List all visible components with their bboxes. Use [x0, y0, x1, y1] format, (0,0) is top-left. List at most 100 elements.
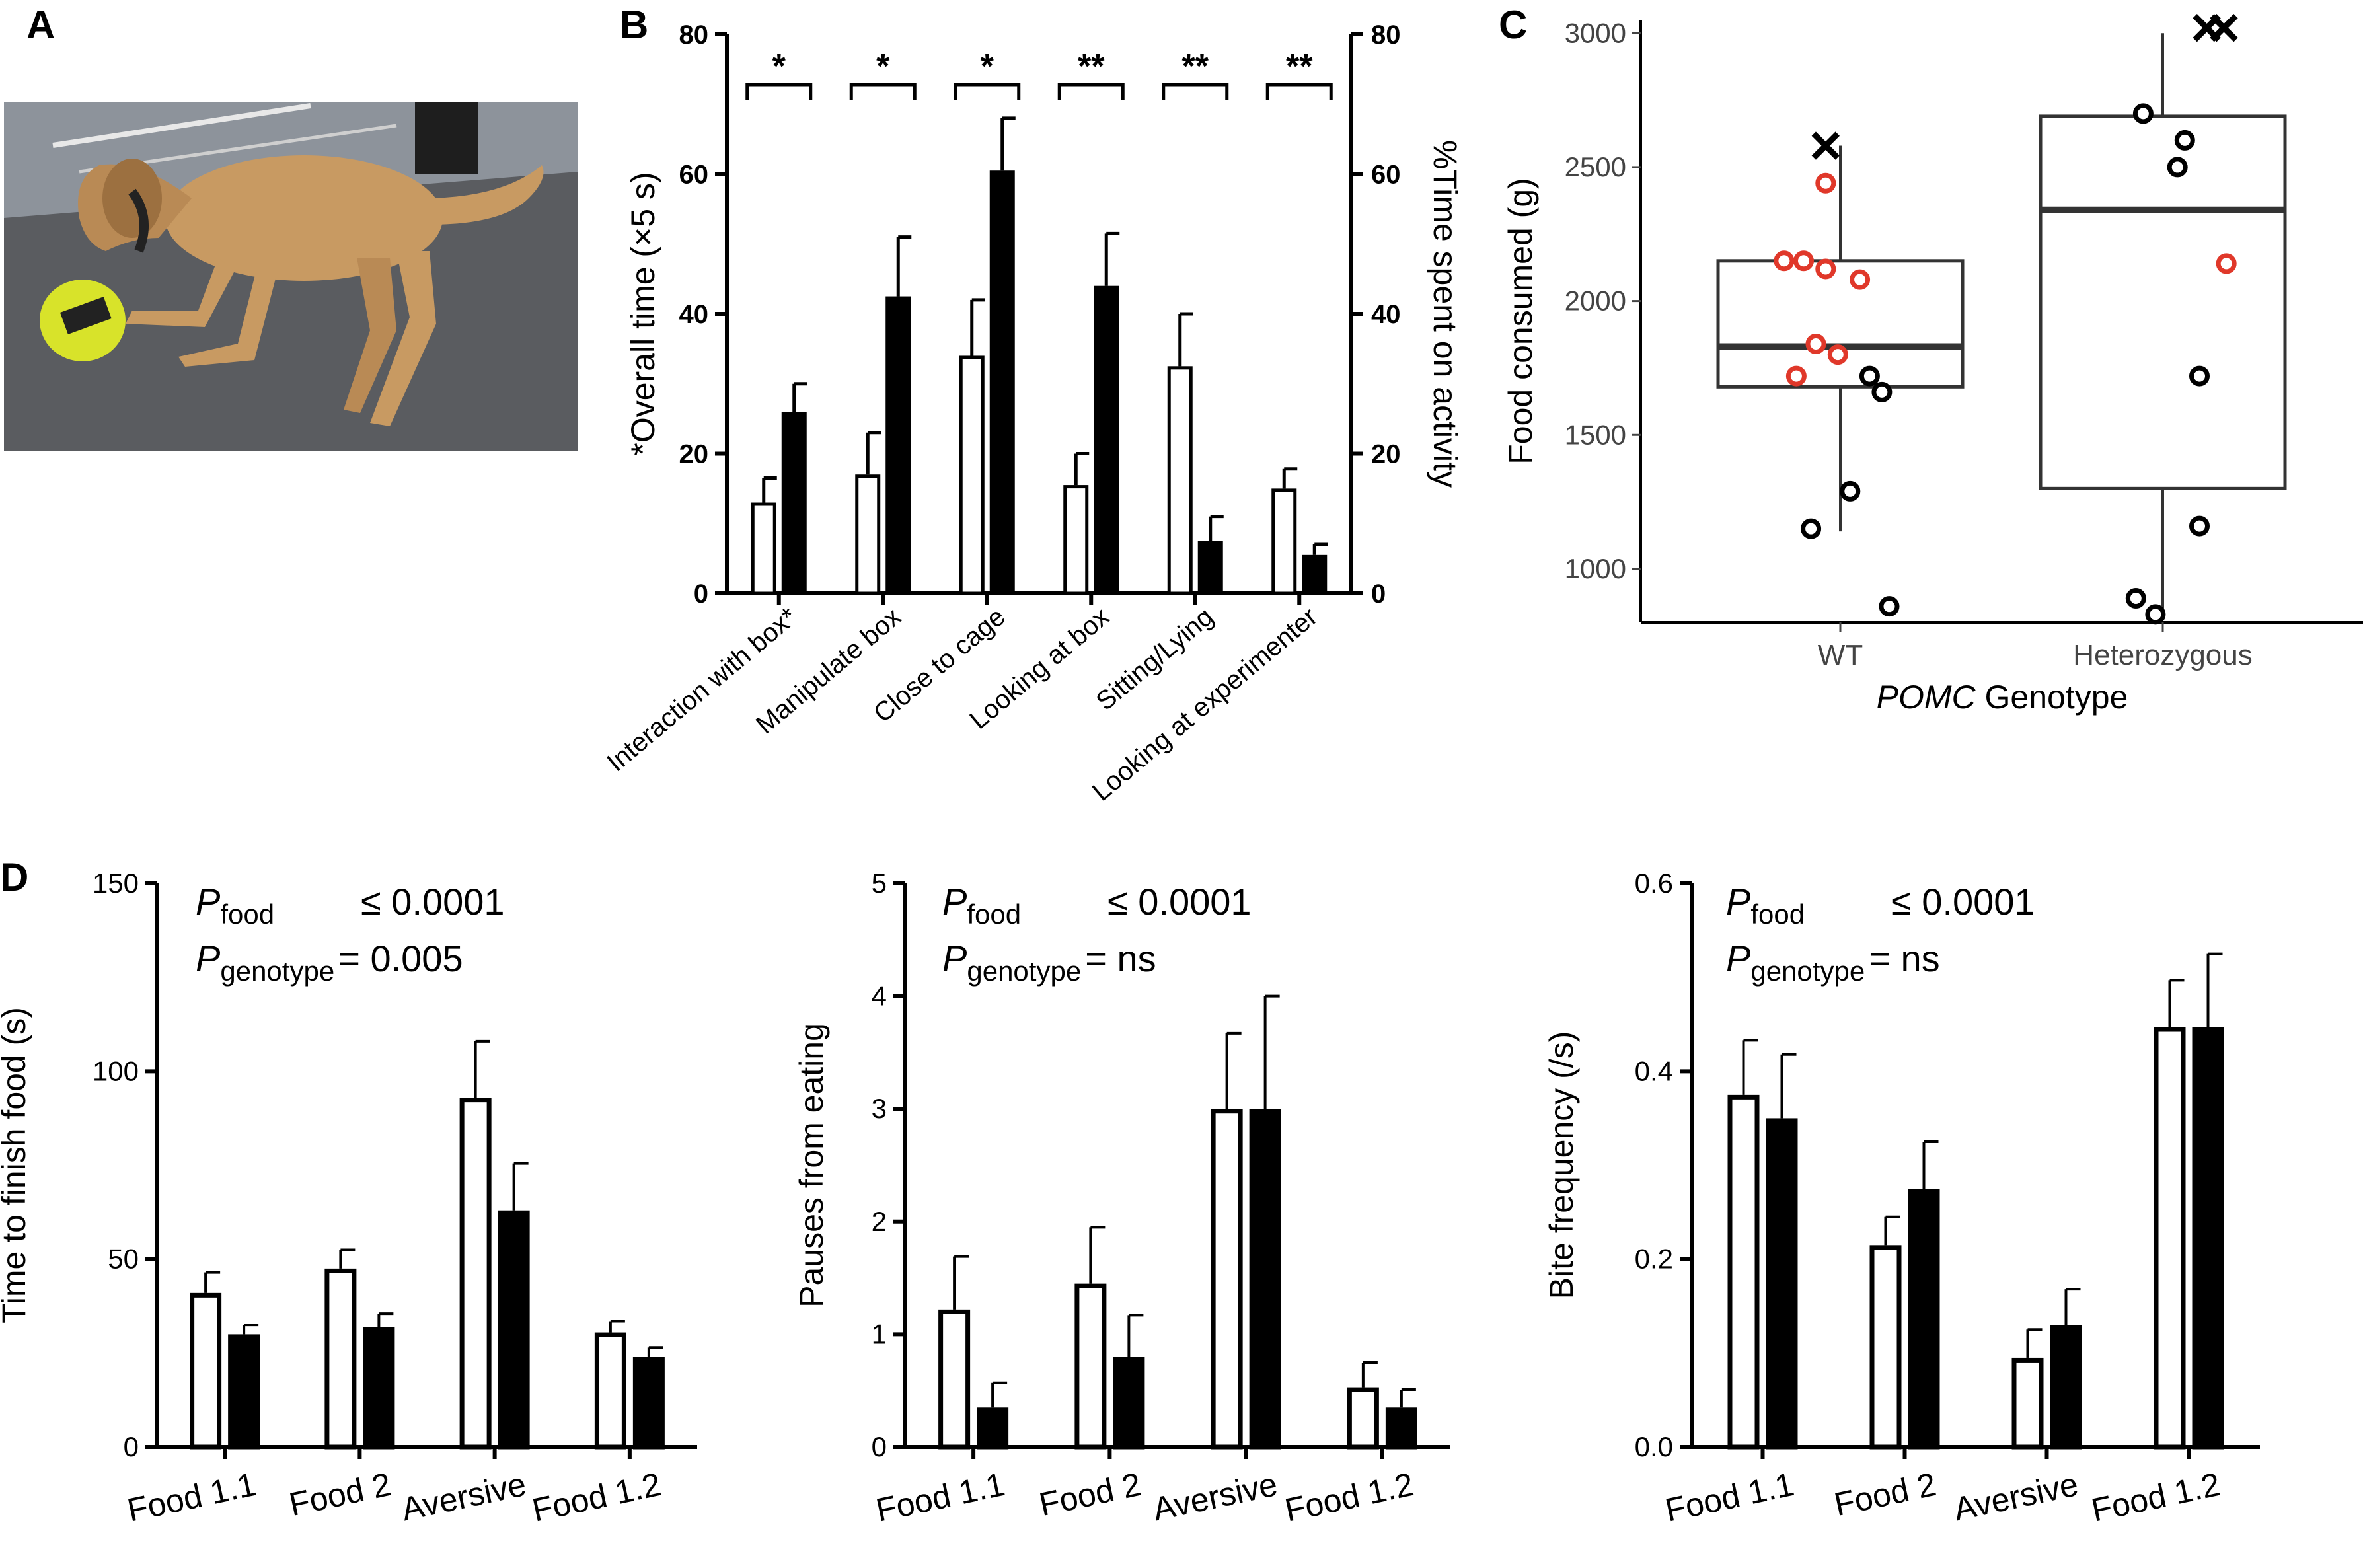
box: [1716, 259, 1965, 389]
significance-marker: **: [1078, 48, 1105, 86]
data-point: [1859, 365, 1880, 387]
data-point: [1805, 333, 1826, 354]
ball-strap: [59, 297, 112, 334]
p-genotype-value: = 0.005: [338, 938, 463, 979]
p-symbol: P: [1726, 938, 1750, 979]
p-food-value: ≤ 0.0001: [361, 881, 505, 922]
y-tick-label: 4: [872, 981, 887, 1012]
y-tick-label: 1000: [1565, 553, 1626, 584]
y-tick-label: 2500: [1565, 151, 1626, 182]
box: [2039, 114, 2287, 490]
bar-open: [1271, 488, 1297, 595]
data-point: [2189, 515, 2210, 537]
significance-marker: **: [1182, 48, 1209, 86]
data-point: [1879, 596, 1900, 617]
bar-filled: [885, 296, 911, 595]
bar-filled: [977, 1407, 1009, 1450]
y-axis-title: Bite frequency (/s): [1543, 1031, 1580, 1300]
x-category-label: Food 1.1: [873, 1466, 1008, 1529]
bar-filled: [1385, 1407, 1417, 1450]
data-point: [1840, 480, 1861, 502]
x-axis-title: POMC Genotype: [1877, 679, 2128, 716]
chart-d2: 0 1 2 3 4 5 Food 1.1 Food 2 Aversive Food 1.2 Paus…: [793, 868, 1450, 1529]
y-axis-title: Food consumed (g): [1502, 178, 1539, 465]
y-tick-label: 0: [124, 1431, 139, 1462]
p-food-subscript: food: [967, 899, 1021, 930]
bar-open: [190, 1292, 222, 1450]
panel-letter-b: B: [620, 3, 648, 47]
bar-filled: [1249, 1109, 1281, 1450]
y-axis-title: Time to finish food (s): [0, 1007, 32, 1324]
p-food-subscript: food: [1750, 899, 1805, 930]
significance-bracket: [849, 83, 917, 100]
data-point: [2132, 103, 2154, 124]
bar-open: [594, 1332, 626, 1450]
photo-white-line: [52, 103, 311, 148]
bar-filled: [1302, 554, 1328, 595]
bar-open: [938, 1309, 971, 1450]
data-point: [1774, 250, 1795, 272]
y-tick-label: 0: [872, 1431, 887, 1462]
y-tick-label: 2: [872, 1206, 887, 1237]
bar-open: [1347, 1387, 1379, 1450]
bar-filled: [1113, 1357, 1145, 1450]
bar-open: [1063, 485, 1089, 595]
p-symbol: P: [1726, 881, 1750, 922]
y-tick-label-right: 0: [1371, 579, 1386, 609]
chart-c: 1000 1500 2000 2500 3000 WT Heterozygous Food c…: [1502, 13, 2363, 716]
y-axis-title-right: %Time spent on activity: [1427, 140, 1464, 488]
dog-front-leg-2: [178, 264, 278, 367]
bar-open: [2011, 1357, 2044, 1450]
y-tick-label: 2000: [1565, 285, 1626, 317]
chart-d1: 0 50 100 150 Food 1.1 Food 2 Aversive Food 1.2 T…: [0, 868, 697, 1529]
bar-open: [1727, 1094, 1760, 1450]
data-point: [1871, 381, 1893, 402]
y-tick-label: 20: [679, 440, 709, 469]
y-tick-label: 3: [872, 1093, 887, 1124]
bar-open: [324, 1268, 357, 1450]
bar-open: [751, 502, 776, 595]
p-symbol: P: [942, 881, 967, 922]
p-food-value: ≤ 0.0001: [1107, 881, 1252, 922]
p-food-stat: Pfood ≤ 0.0001: [1726, 881, 2035, 930]
significance-marker: *: [772, 48, 786, 86]
y-tick-label: 150: [93, 868, 139, 899]
bar-filled: [989, 170, 1015, 595]
bar-filled: [498, 1210, 530, 1450]
significance-marker: **: [1286, 48, 1313, 86]
x-category-label: WT: [1818, 639, 1863, 671]
dog-tail: [423, 165, 544, 225]
y-tick-label: 3000: [1565, 17, 1626, 48]
dog-body: [165, 155, 443, 281]
data-point: [1827, 344, 1848, 365]
bar-open: [855, 474, 881, 595]
y-tick-label: 80: [679, 20, 709, 50]
p-food-stat: Pfood ≤ 0.0001: [196, 881, 505, 930]
data-point: [1793, 250, 1814, 272]
data-point: [2174, 130, 2195, 151]
p-genotype-stat: Pgenotype = ns: [942, 938, 1156, 987]
bar-open: [1074, 1283, 1107, 1450]
x-category-label: Food 1.2: [2088, 1466, 2224, 1529]
x-category-label: Food 1.1: [124, 1466, 260, 1529]
bar-filled: [1908, 1189, 1940, 1450]
x-category-label: Aversive: [398, 1466, 529, 1528]
bar-open: [1167, 366, 1193, 595]
y-tick-label: 0.6: [1635, 868, 1673, 899]
data-point: [1801, 518, 1822, 539]
dog-back-leg-2: [344, 258, 396, 413]
x-category-label: Food 1.1: [1662, 1466, 1797, 1529]
data-point: [2216, 253, 2237, 274]
y-tick-label-right: 60: [1371, 161, 1401, 190]
x-category-label: Food 1.2: [1281, 1466, 1417, 1529]
bar-filled: [2192, 1027, 2224, 1450]
y-tick-label: 1500: [1565, 419, 1626, 450]
panel-letter-c: C: [1499, 3, 1527, 47]
dog-with-ball-photo: [4, 102, 578, 451]
significance-bracket: [745, 83, 813, 100]
y-axis-title: Pauses from eating: [793, 1023, 830, 1308]
p-genotype-value: = ns: [1085, 938, 1156, 979]
p-genotype-subscript: genotype: [1750, 955, 1865, 987]
data-point: [1850, 269, 1871, 290]
